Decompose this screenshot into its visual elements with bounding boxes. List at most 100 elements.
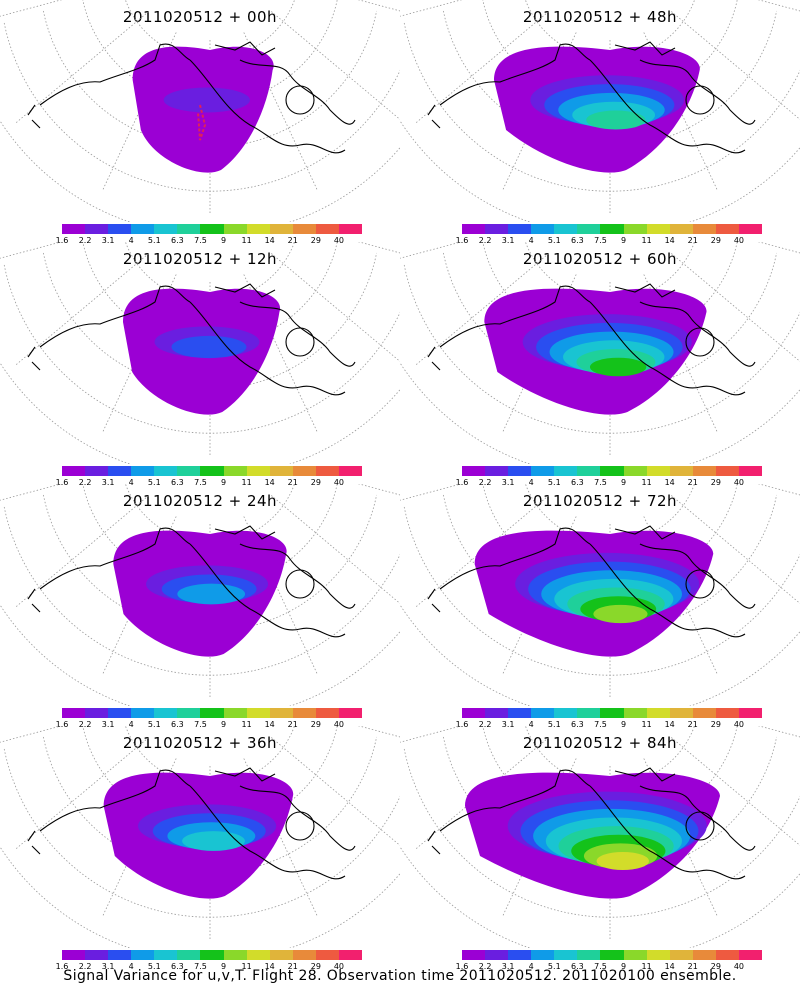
colorbar-swatch: [108, 466, 132, 476]
polar-map: [0, 726, 400, 948]
colorbar-swatch: [246, 466, 270, 476]
colorbar-swatch: [508, 466, 532, 476]
colorbar-swatch: [554, 466, 578, 476]
colorbar-label: 14: [664, 720, 675, 729]
colorbar-swatch: [85, 224, 109, 234]
colorbar-label: 7.5: [194, 962, 207, 971]
colorbar-swatch: [669, 224, 693, 234]
colorbar-swatch: [200, 224, 224, 234]
figure-caption: Signal Variance for u,v,T. Flight 28. Ob…: [63, 968, 737, 984]
colorbar-labels: 1.6 2.2 3.1 4 5.1 6.3 7.5 9 11 14 21 29 40: [50, 720, 370, 730]
colorbar-swatch: [600, 708, 624, 718]
colorbar-swatch: [338, 708, 363, 718]
colorbar-labels: 1.6 2.2 3.1 4 5.1 6.3 7.5 9 11 14 21 29 40: [450, 478, 770, 488]
colorbar-swatch: [577, 708, 601, 718]
colorbar-swatch: [108, 950, 132, 960]
map-panel: 2011020512 + 12h 1.6 2.2 3.1 4 5.1 6.3 7.5 9 11 14…: [0, 242, 400, 492]
colorbar-label: 9: [220, 962, 227, 971]
colorbar-label: 21: [287, 720, 298, 729]
colorbar-label: 9: [220, 720, 227, 729]
colorbar-label: 6.3: [171, 962, 184, 971]
colorbar-swatch: [154, 950, 178, 960]
colorbar-label: 2.2: [78, 478, 92, 487]
colorbar-labels: 1.6 2.2 3.1 4 5.1 6.3 7.5 9 11 14 21 29 40: [50, 962, 370, 972]
colorbar-swatch: [485, 708, 509, 718]
colorbar-label: 4: [528, 236, 534, 245]
colorbar-label: 7.5: [594, 962, 607, 971]
colorbar-label: 11: [641, 720, 652, 729]
colorbar-swatch: [508, 950, 532, 960]
polar-map: [400, 242, 800, 464]
colorbar-swatch: [223, 224, 247, 234]
colorbar-swatch: [554, 224, 578, 234]
polar-map: [400, 726, 800, 948]
map-panel: 2011020512 + 36h 1.6 2.2 3.1 4 5.1 6.3 7.5 9 11 14…: [0, 726, 400, 976]
colorbar-label: 40: [733, 236, 745, 245]
colorbar-swatch: [623, 950, 647, 960]
colorbar-label: 7.5: [194, 720, 207, 729]
colorbar-label: 1.6: [455, 720, 469, 729]
colorbar-swatch: [623, 708, 647, 718]
colorbar-label: 14: [264, 478, 275, 487]
colorbar-swatch: [669, 466, 693, 476]
colorbar-label: 4: [528, 962, 534, 971]
colorbar-label: 11: [241, 720, 252, 729]
coastline: [27, 767, 356, 880]
colorbar-swatch: [462, 708, 486, 718]
colorbar-swatch: [315, 950, 339, 960]
colorbar-label: 1.6: [55, 720, 69, 729]
colorbar-label: 6.3: [171, 720, 184, 729]
colorbar-label: 4: [128, 720, 134, 729]
colorbar: [62, 466, 363, 476]
colorbar-label: 14: [264, 236, 275, 245]
polar-map: [0, 0, 400, 222]
panel-title: 2011020512 + 60h: [522, 250, 678, 268]
coastline: [27, 283, 356, 396]
colorbar-label: 6.3: [571, 478, 584, 487]
colorbar-label: 2.2: [78, 720, 92, 729]
colorbar-label: 6.3: [171, 236, 184, 245]
colorbar-swatch: [269, 224, 293, 234]
colorbar-swatch: [292, 224, 316, 234]
variance-contour: [589, 357, 647, 377]
colorbar-swatch: [485, 950, 509, 960]
colorbar-swatch: [315, 466, 339, 476]
variance-field: [493, 46, 700, 173]
colorbar-swatch: [315, 224, 339, 234]
colorbar-label: 1.6: [55, 478, 69, 487]
colorbar-label: 3.1: [501, 962, 515, 971]
colorbar-label: 3.1: [501, 236, 515, 245]
colorbar-label: 1.6: [55, 236, 69, 245]
polar-map: [400, 0, 800, 222]
colorbar-swatch: [85, 708, 109, 718]
panel-title: 2011020512 + 84h: [522, 734, 678, 752]
colorbar-label: 9: [220, 478, 227, 487]
variance-contour: [163, 87, 250, 113]
colorbar-swatch: [531, 708, 555, 718]
colorbar-swatch: [485, 466, 509, 476]
colorbar-swatch: [62, 950, 86, 960]
colorbar-labels: 1.6 2.2 3.1 4 5.1 6.3 7.5 9 11 14 21 29 40: [450, 720, 770, 730]
colorbar-swatch: [292, 708, 316, 718]
colorbar-labels: 1.6 2.2 3.1 4 5.1 6.3 7.5 9 11 14 21 29 40: [450, 236, 770, 246]
colorbar-swatch: [692, 466, 716, 476]
variance-field: [132, 46, 274, 173]
colorbar-swatch: [531, 466, 555, 476]
colorbar-label: 11: [641, 962, 652, 971]
colorbar-label: 6.3: [571, 962, 584, 971]
colorbar-swatch: [669, 708, 693, 718]
colorbar-label: 3.1: [101, 478, 115, 487]
map-panel: 2011020512 + 00h 1.6 2.2 3.1 4 5.1 6.3 7.5 9 11 14…: [0, 0, 400, 250]
colorbar-label: 4: [128, 236, 134, 245]
colorbar-swatch: [62, 224, 86, 234]
panel-title: 2011020512 + 36h: [122, 734, 278, 752]
colorbar-swatch: [531, 224, 555, 234]
colorbar-swatch: [154, 708, 178, 718]
colorbar-swatch: [577, 224, 601, 234]
panel-title: 2011020512 + 24h: [122, 492, 278, 510]
colorbar-label: 40: [333, 962, 345, 971]
colorbar: [462, 224, 763, 234]
colorbar-swatch: [131, 466, 155, 476]
colorbar-swatch: [108, 224, 132, 234]
colorbar-swatch: [600, 224, 624, 234]
